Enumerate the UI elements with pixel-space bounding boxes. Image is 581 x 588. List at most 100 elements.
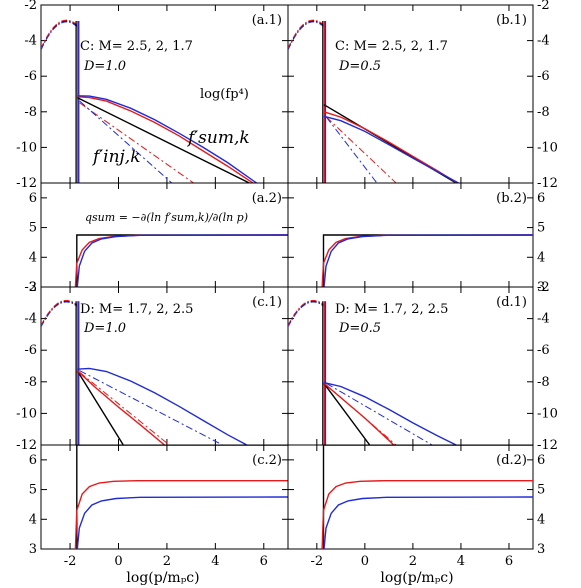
y-tick-label: 4 bbox=[537, 250, 545, 265]
y-tick-label: -4 bbox=[24, 312, 37, 327]
panel-d1: -12 -10 -8 -6 -4 -2 (d.1) bbox=[287, 280, 558, 453]
y-tick-label: -4 bbox=[537, 312, 550, 327]
x-tick-label: 0 bbox=[361, 554, 369, 569]
panel-a2-curves bbox=[74, 234, 288, 287]
a1-d-annotation: D=1.0 bbox=[83, 59, 126, 74]
series-red-solid bbox=[321, 480, 533, 549]
series-blue-dashdot bbox=[326, 116, 378, 183]
panel-b2-curves bbox=[321, 234, 533, 287]
y-tick-label: -12 bbox=[16, 438, 37, 453]
x-tick-label: 0 bbox=[114, 554, 122, 569]
injection-spectrum-curve bbox=[41, 19, 78, 49]
series-blue-solid bbox=[76, 496, 288, 549]
series-red-dashdot bbox=[326, 116, 397, 183]
c1-model-annotation: D: M= 1.7, 2, 2.5 bbox=[80, 302, 193, 317]
y-tick-label: -6 bbox=[24, 343, 37, 358]
series-black-solid bbox=[76, 370, 124, 445]
y-tick-label: -2 bbox=[24, 0, 37, 13]
panel-a2: 3 4 5 6 (a.2) bbox=[29, 182, 289, 295]
series-red-solid bbox=[321, 234, 533, 287]
series-red-solid bbox=[323, 111, 458, 183]
series-blue-solid bbox=[77, 95, 257, 183]
d1-model-annotation: D: M= 1.7, 2, 2.5 bbox=[335, 302, 448, 317]
y-tick-label: -8 bbox=[537, 105, 550, 120]
series-red-solid bbox=[74, 480, 288, 549]
injection-spectrum-curve bbox=[41, 299, 78, 326]
x-tick-label: -2 bbox=[310, 554, 323, 569]
panel-c1-curves bbox=[41, 299, 248, 445]
y-tick-label: 3 bbox=[537, 280, 545, 295]
x-tick-label: 6 bbox=[505, 554, 513, 569]
y-tick-label: -12 bbox=[537, 176, 558, 191]
y-tick-label: -6 bbox=[24, 69, 37, 84]
annotation-layer: C: M= 2.5, 2, 1.7 D=1.0 log(fp⁴) f′sum,k… bbox=[80, 39, 454, 586]
y-tick-label: -4 bbox=[24, 34, 37, 49]
series-black-solid bbox=[322, 234, 533, 287]
series-black-solid bbox=[323, 382, 371, 445]
injection-spectrum-curve bbox=[288, 21, 324, 51]
panel-a1: -12 -10 -8 -6 -4 -2 (a.1) bbox=[16, 0, 289, 191]
panel-c2-curves bbox=[74, 445, 288, 549]
y-tick-label: 5 bbox=[29, 483, 37, 498]
series-blue-solid bbox=[323, 381, 457, 445]
y-tick-label: 4 bbox=[29, 250, 37, 265]
series-red-dashdot bbox=[79, 102, 194, 183]
a2-q-annotation: qsum = −∂(ln f′sum,k)/∂(ln p) bbox=[85, 211, 248, 224]
panel-a1-curves bbox=[41, 19, 257, 183]
y-tick-label: -6 bbox=[537, 69, 550, 84]
x-axis-label-right: log(p/mₚc) bbox=[380, 570, 453, 586]
y-tick-label: -8 bbox=[24, 375, 37, 390]
panel-b1: -12 -10 -8 -6 -4 -2 (b.1) bbox=[287, 0, 558, 191]
y-tick-label: -10 bbox=[537, 140, 558, 155]
y-tick-label: 3 bbox=[537, 542, 545, 557]
series-red-solid bbox=[76, 370, 165, 445]
x-tick-label: 6 bbox=[260, 554, 268, 569]
y-tick-label: -12 bbox=[537, 438, 558, 453]
y-tick-label: 4 bbox=[29, 512, 37, 527]
injection-spectrum-curve bbox=[41, 20, 78, 50]
panel-d2-label: (d.2) bbox=[496, 453, 527, 468]
series-blue-solid bbox=[323, 234, 533, 287]
injection-spectrum-curve bbox=[288, 301, 324, 328]
x-tick-label: 2 bbox=[163, 554, 171, 569]
b1-d-annotation: D=0.5 bbox=[338, 59, 381, 74]
a1-logfp4-annotation: log(fp⁴) bbox=[200, 87, 249, 102]
a1-finj-label: f′inj,k bbox=[91, 147, 141, 167]
series-red-solid bbox=[77, 96, 254, 183]
y-tick-label: 4 bbox=[537, 512, 545, 527]
injection-spectrum-curve bbox=[41, 21, 78, 51]
injection-spectrum-curve bbox=[288, 20, 324, 50]
c1-d-annotation: D=1.0 bbox=[83, 321, 126, 336]
panel-b1-label: (b.1) bbox=[496, 13, 527, 28]
y-tick-label: -12 bbox=[16, 176, 37, 191]
series-blue-solid bbox=[323, 496, 533, 549]
panel-a1-label: (a.1) bbox=[252, 13, 282, 28]
x-tick-label: 2 bbox=[409, 554, 417, 569]
series-blue-solid bbox=[76, 234, 288, 287]
series-red-solid bbox=[74, 234, 288, 287]
y-tick-label: -8 bbox=[537, 375, 550, 390]
y-tick-label: -2 bbox=[537, 0, 550, 13]
panel-b1-curves bbox=[288, 19, 459, 183]
y-tick-label: 5 bbox=[537, 483, 545, 498]
panel-a2-label: (a.2) bbox=[252, 191, 282, 206]
a1-fsum-label: f′sum,k bbox=[186, 128, 250, 148]
x-tick-label: -2 bbox=[64, 554, 77, 569]
series-blue-dashdot bbox=[79, 370, 223, 445]
panel-c1-label: (c.1) bbox=[252, 295, 282, 310]
y-tick-label: -8 bbox=[24, 105, 37, 120]
series-blue-solid bbox=[77, 367, 248, 445]
y-tick-label: 6 bbox=[537, 453, 545, 468]
series-blue-dashdot bbox=[79, 100, 173, 183]
y-tick-label: 6 bbox=[29, 191, 37, 206]
series-red-dashdot bbox=[79, 371, 170, 445]
y-tick-label: 5 bbox=[537, 221, 545, 236]
panel-d1-label: (d.1) bbox=[496, 295, 527, 310]
y-tick-label: -10 bbox=[16, 406, 37, 421]
y-tick-label: 6 bbox=[537, 191, 545, 206]
panel-b2-label: (b.2) bbox=[496, 191, 527, 206]
y-tick-label: 3 bbox=[29, 280, 37, 295]
panel-c2-label: (c.2) bbox=[252, 453, 282, 468]
b1-model-annotation: C: M= 2.5, 2, 1.7 bbox=[335, 39, 448, 54]
injection-spectrum-curve bbox=[41, 301, 78, 328]
